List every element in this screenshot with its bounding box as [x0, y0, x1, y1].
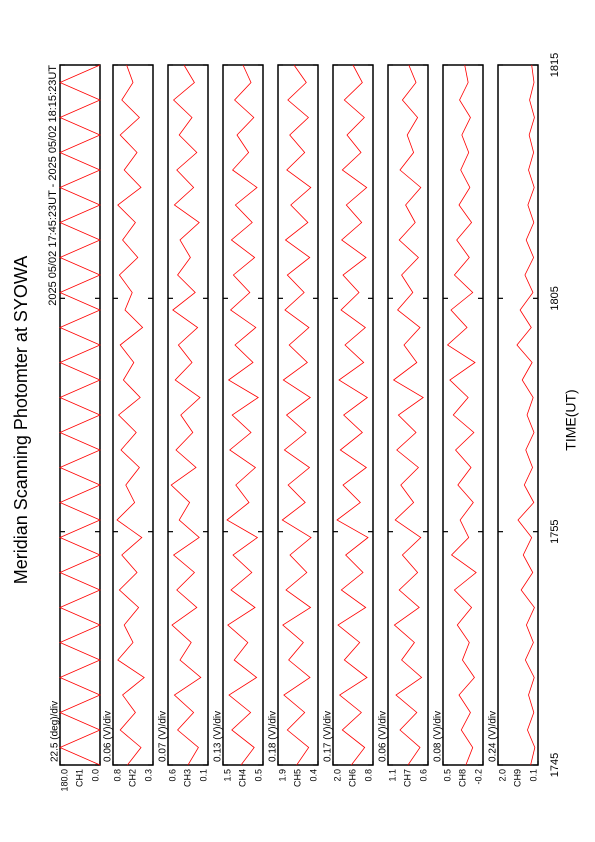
panel-scale: 0.08 (V)/div	[433, 711, 444, 762]
panel-frame	[167, 64, 209, 766]
panel-frame	[277, 64, 319, 766]
panel-scale: 22.5 (deg)/div	[50, 701, 61, 762]
channel-name: CH6	[347, 769, 357, 787]
signal-line	[446, 64, 477, 766]
y-tick-label: 2.0	[497, 769, 507, 782]
panel-scale: 0.24 (V)/div	[488, 711, 499, 762]
channel-name: CH5	[292, 769, 302, 787]
panel-scale: 0.06 (V)/div	[103, 711, 114, 762]
y-tick-label: 180.0	[59, 769, 69, 792]
x-tick-label: 1805	[549, 286, 561, 310]
y-tick-label: 1.9	[277, 769, 287, 782]
panel-scale: 0.06 (V)/div	[378, 711, 389, 762]
x-axis-label: TIME(UT)	[563, 389, 579, 450]
x-tick-label: 1745	[549, 753, 561, 777]
chart-subtitle: 2025 05/02 17:45:23UT - 2025 05/02 18:15…	[47, 65, 59, 306]
channel-name: CH2	[127, 769, 137, 787]
signal-line	[516, 64, 536, 766]
panel-scale: 0.18 (V)/div	[268, 711, 279, 762]
channel-name: CH8	[457, 769, 467, 787]
panel-frame	[387, 64, 429, 766]
panel-frame	[112, 64, 154, 766]
y-tick-label: 1.1	[387, 769, 397, 782]
panel-scale: 0.17 (V)/div	[323, 711, 334, 762]
signal-line	[336, 64, 369, 766]
y-tick-label: 1.5	[222, 769, 232, 782]
channel-name: CH4	[237, 769, 247, 787]
y-tick-label: 0.5	[253, 769, 263, 782]
channel-name: CH7	[402, 769, 412, 787]
panel-frame	[59, 64, 101, 766]
y-tick-label: 0.4	[308, 769, 318, 782]
rotated-plot: Meridian Scanning Photomter at SYOWA 202…	[11, 53, 579, 792]
panel-scale: 0.13 (V)/div	[213, 711, 224, 762]
x-tick-label: 1755	[549, 519, 561, 543]
y-tick-label: 0.1	[198, 769, 208, 782]
panel-frame	[442, 64, 484, 766]
signal-line	[170, 64, 202, 766]
chart-title: Meridian Scanning Photomter at SYOWA	[11, 256, 31, 584]
signal-line	[392, 64, 424, 766]
panel-scale: 0.07 (V)/div	[158, 711, 169, 762]
panel-frame	[222, 64, 264, 766]
y-tick-label: 0.6	[418, 769, 428, 782]
channel-name: CH3	[182, 769, 192, 787]
signal-line	[226, 64, 259, 766]
y-tick-label: 0.0	[90, 769, 100, 782]
channel-name: CH9	[512, 769, 522, 787]
channel-name: CH1	[74, 769, 84, 787]
signal-line	[59, 64, 101, 766]
y-tick-label: 0.1	[528, 769, 538, 782]
x-tick-label: 1815	[549, 53, 561, 77]
panel-frame	[332, 64, 374, 766]
panel-frame	[497, 64, 539, 766]
y-tick-label: 0.5	[442, 769, 452, 782]
y-tick-label: 2.0	[332, 769, 342, 782]
y-tick-label: -0.2	[473, 769, 483, 785]
signal-line	[281, 64, 312, 766]
signal-line	[116, 64, 145, 766]
y-tick-label: 0.3	[143, 769, 153, 782]
y-tick-label: 0.6	[167, 769, 177, 782]
y-tick-label: 0.8	[363, 769, 373, 782]
y-tick-label: 0.8	[112, 769, 122, 782]
